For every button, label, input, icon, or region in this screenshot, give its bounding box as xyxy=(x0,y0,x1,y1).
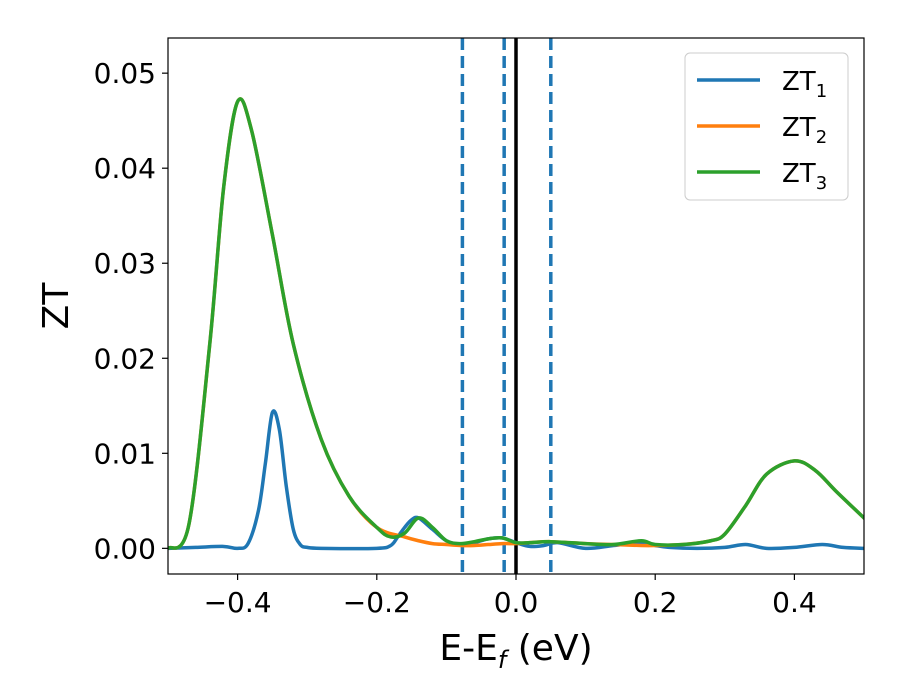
y-axis-label: ZT xyxy=(36,282,77,330)
y-tick-label: 0.01 xyxy=(94,437,156,470)
y-axis-ticks: 0.00 0.01 0.02 0.03 0.04 0.05 xyxy=(94,57,168,565)
x-axis-ticks: −0.4 −0.2 0.0 0.2 0.4 xyxy=(204,574,817,619)
reference-lines xyxy=(460,38,553,574)
legend-box xyxy=(684,52,849,201)
x-axis-label: E-Ef (eV) xyxy=(439,628,592,674)
series-layer xyxy=(168,97,864,551)
x-tick-label: 0.4 xyxy=(772,586,817,619)
legend-label-zt1: ZT1 xyxy=(782,67,827,102)
y-tick-label: 0.02 xyxy=(94,342,156,375)
legend: ZT1 ZT2 ZT3 xyxy=(684,52,849,201)
x-tick-label: −0.2 xyxy=(343,586,411,619)
legend-label-zt2: ZT2 xyxy=(782,113,827,148)
y-tick-label: 0.03 xyxy=(94,247,156,280)
x-tick-label: −0.4 xyxy=(204,586,272,619)
y-tick-label: 0.04 xyxy=(94,152,156,185)
legend-label-zt3: ZT3 xyxy=(782,159,827,194)
y-tick-label: 0.00 xyxy=(94,532,156,565)
x-tick-label: 0.2 xyxy=(633,586,678,619)
series-line-zt3 xyxy=(168,97,864,551)
y-tick-label: 0.05 xyxy=(94,57,156,90)
x-tick-label: 0.0 xyxy=(494,586,539,619)
